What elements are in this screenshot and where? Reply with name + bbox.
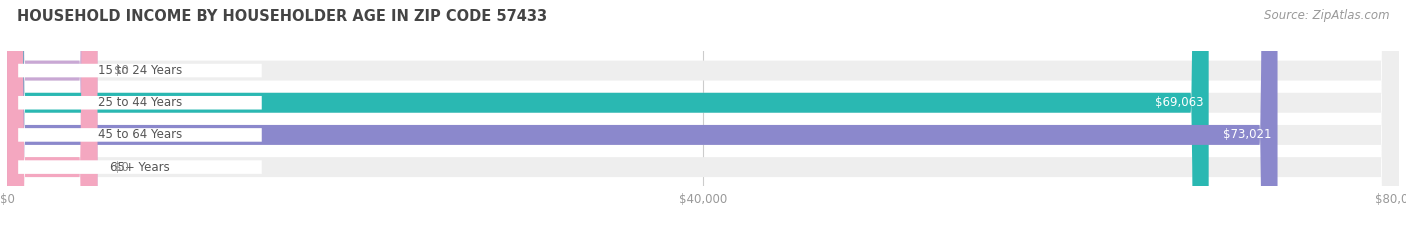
Text: 15 to 24 Years: 15 to 24 Years xyxy=(98,64,183,77)
FancyBboxPatch shape xyxy=(7,0,1399,233)
Text: HOUSEHOLD INCOME BY HOUSEHOLDER AGE IN ZIP CODE 57433: HOUSEHOLD INCOME BY HOUSEHOLDER AGE IN Z… xyxy=(17,9,547,24)
FancyBboxPatch shape xyxy=(7,0,1399,233)
FancyBboxPatch shape xyxy=(7,0,1399,233)
Text: $0: $0 xyxy=(114,64,129,77)
FancyBboxPatch shape xyxy=(18,128,262,142)
FancyBboxPatch shape xyxy=(7,0,1209,233)
Text: $0: $0 xyxy=(114,161,129,174)
FancyBboxPatch shape xyxy=(18,160,262,174)
FancyBboxPatch shape xyxy=(18,64,262,77)
FancyBboxPatch shape xyxy=(7,0,1278,233)
FancyBboxPatch shape xyxy=(7,0,97,233)
Text: $73,021: $73,021 xyxy=(1223,128,1272,141)
FancyBboxPatch shape xyxy=(7,0,1399,233)
FancyBboxPatch shape xyxy=(7,0,97,233)
Text: 65+ Years: 65+ Years xyxy=(110,161,170,174)
FancyBboxPatch shape xyxy=(18,96,262,110)
Text: 45 to 64 Years: 45 to 64 Years xyxy=(98,128,183,141)
Text: 25 to 44 Years: 25 to 44 Years xyxy=(98,96,183,109)
Text: Source: ZipAtlas.com: Source: ZipAtlas.com xyxy=(1264,9,1389,22)
Text: $69,063: $69,063 xyxy=(1154,96,1204,109)
